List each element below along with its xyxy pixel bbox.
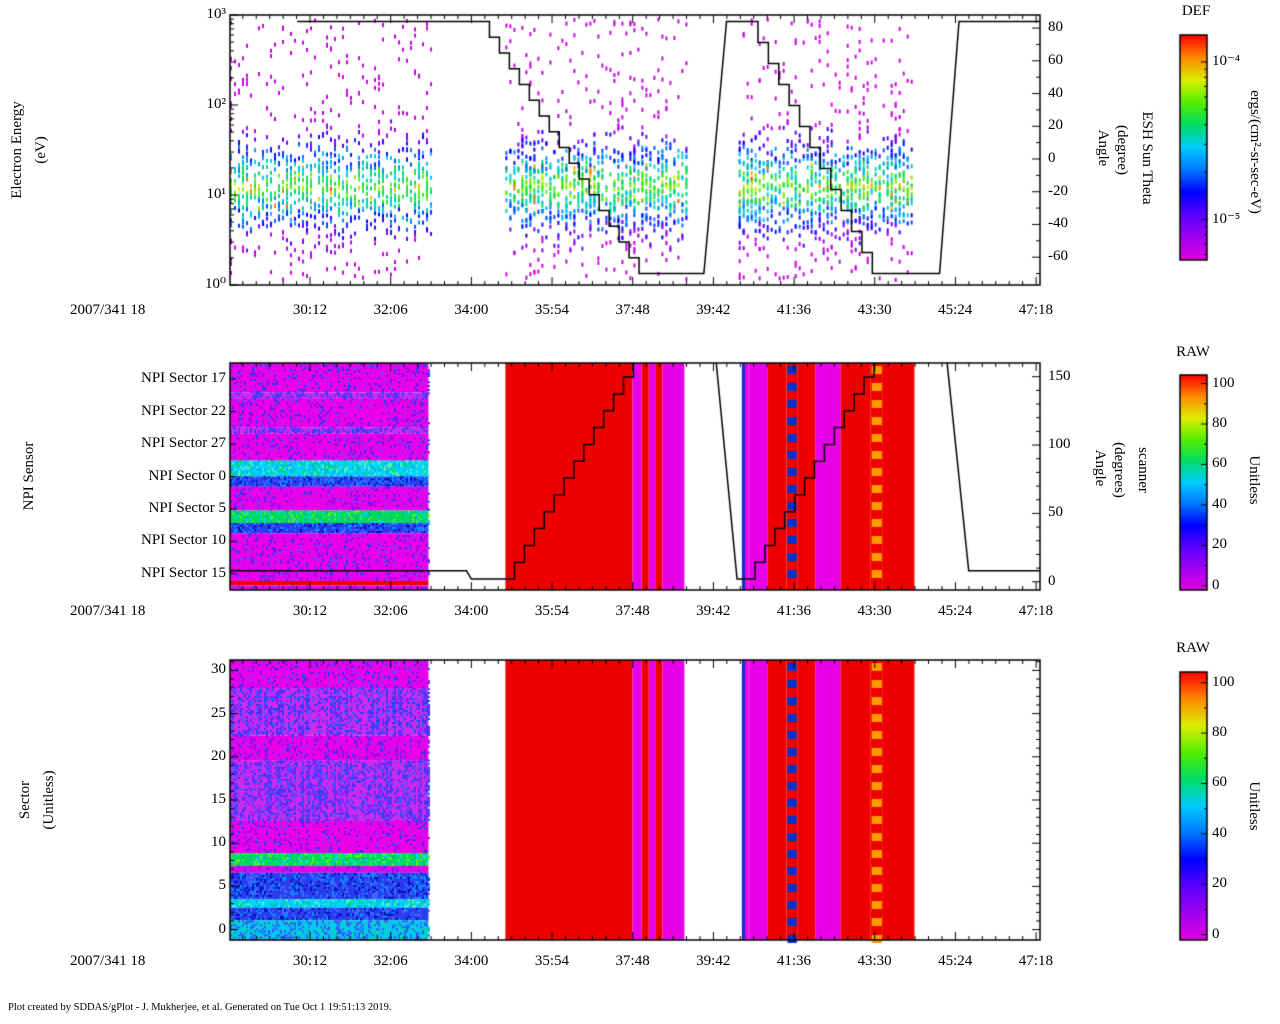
panel1-x-tick-label: 47:18 xyxy=(1018,302,1053,319)
colorbar3-title: RAW xyxy=(1176,640,1210,657)
colorbar1-tick-label: 10⁻⁴ xyxy=(1212,53,1241,70)
panel1-x-tick-label: 35:54 xyxy=(534,302,570,319)
panel1-right-tick-label: 0 xyxy=(1048,150,1056,167)
panel1-x-tick-label: 34:00 xyxy=(454,302,489,319)
panel1-right-tick-label: -60 xyxy=(1048,248,1068,265)
panel3-x-tick-label: 37:48 xyxy=(615,953,650,970)
colorbar2-tick-label: 0 xyxy=(1212,576,1220,593)
panel3-y-tick-label: 10 xyxy=(211,834,226,851)
colorbar2-tick-label: 100 xyxy=(1212,374,1235,391)
panel1-x-tick-label: 30:12 xyxy=(292,302,328,319)
panel1-y-tick-label: 10⁰ xyxy=(204,276,226,293)
panel2-row-label: NPI Sector 10 xyxy=(141,532,226,549)
panel2-x-tick-label: 45:24 xyxy=(938,603,973,620)
colorbar2-units: Unitless xyxy=(1245,455,1262,505)
colorbar3-tick-label: 80 xyxy=(1212,724,1227,741)
panel3-y-tick-label: 20 xyxy=(211,747,226,764)
colorbar2-tick-label: 40 xyxy=(1212,495,1227,512)
panel2-right-tick-label: 150 xyxy=(1048,367,1071,384)
panel2-x-tick-label: 41:36 xyxy=(776,603,812,620)
panel1-x-tick-label: 45:24 xyxy=(938,302,973,319)
colorbar1-title: DEF xyxy=(1181,3,1211,20)
panel1-y-tick-label: 10¹ xyxy=(206,186,227,203)
panel1-right-axis-title-degree: (degree) xyxy=(1113,125,1130,175)
panel3-x-start-label: 2007/341 18 xyxy=(70,953,146,970)
panel1-x-tick-label: 32:06 xyxy=(373,302,408,319)
panel1-y-axis-title-line2: (eV) xyxy=(33,136,50,164)
panel1-y-tick-label: 10³ xyxy=(206,6,227,23)
panel2-x-tick-label: 47:18 xyxy=(1018,603,1053,620)
panel3-x-tick-label: 45:24 xyxy=(938,953,973,970)
panel1-right-axis-title-angle: Angle xyxy=(1094,129,1111,167)
panel3-y-tick-label: 5 xyxy=(218,877,227,894)
panel2-right-tick-label: 0 xyxy=(1048,572,1056,589)
colorbar2-title: RAW xyxy=(1176,344,1210,361)
colorbar3-tick-label: 100 xyxy=(1212,673,1235,690)
panel3-y-tick-label: 30 xyxy=(211,661,226,678)
colorbar3-tick-label: 0 xyxy=(1212,925,1220,942)
panel2-row-label: NPI Sector 17 xyxy=(141,370,226,387)
panel2-x-tick-label: 34:00 xyxy=(454,603,489,620)
panel2-row-label: NPI Sector 27 xyxy=(141,435,226,452)
panel2-right-axis-title-scanner: scanner xyxy=(1134,447,1151,493)
panel3-x-tick-label: 47:18 xyxy=(1018,953,1053,970)
panel2-right-axis-title-angle: Angle xyxy=(1091,449,1108,487)
panel2-x-tick-label: 30:12 xyxy=(292,603,328,620)
panel2-x-tick-label: 39:42 xyxy=(696,603,731,620)
panel1-x-tick-label: 43:30 xyxy=(857,302,892,319)
panel2-x-tick-label: 35:54 xyxy=(534,603,570,620)
panel1-right-tick-label: -40 xyxy=(1048,215,1068,232)
panel1-right-tick-label: 20 xyxy=(1048,117,1063,134)
panel1-right-axis-title-esh-sun-theta: ESH Sun Theta xyxy=(1138,111,1155,205)
panel3-y-tick-label: 25 xyxy=(211,704,226,721)
panel2-row-label: NPI Sector 5 xyxy=(148,500,227,517)
colorbar3-units: Unitless xyxy=(1245,781,1262,831)
panel2-x-start-label: 2007/341 18 xyxy=(70,603,146,620)
panel3-x-tick-label: 35:54 xyxy=(534,953,570,970)
panel2-right-axis-title-degrees: (degrees) xyxy=(1110,442,1127,498)
colorbar2-tick-label: 20 xyxy=(1212,536,1227,553)
panel1-x-start-label: 2007/341 18 xyxy=(70,302,146,319)
colorbar2-tick-label: 80 xyxy=(1212,415,1227,432)
panel2-x-tick-label: 43:30 xyxy=(857,603,892,620)
panel2-x-tick-label: 32:06 xyxy=(373,603,408,620)
panel1-y-tick-label: 10² xyxy=(206,96,227,113)
plot-credit-footer: Plot created by SDDAS/gPlot - J. Mukherj… xyxy=(8,1002,392,1013)
panel1-x-tick-label: 41:36 xyxy=(776,302,812,319)
panel3-y-axis-title-line1: Sector xyxy=(17,780,34,820)
panel1-right-tick-label: 40 xyxy=(1048,84,1063,101)
panel1-x-tick-label: 37:48 xyxy=(615,302,650,319)
colorbar3-tick-label: 60 xyxy=(1212,774,1227,791)
panel3-y-tick-label: 0 xyxy=(218,920,227,937)
panel3-x-tick-label: 39:42 xyxy=(696,953,731,970)
panel1-y-axis-title-line1: Electron Energy xyxy=(9,101,26,199)
panel1-right-tick-label: 80 xyxy=(1048,19,1063,36)
colorbar3-tick-label: 40 xyxy=(1212,824,1227,841)
colorbar1-units: ergs/(cm²-sr-sec-eV) xyxy=(1246,90,1263,214)
panel2-right-tick-label: 100 xyxy=(1048,436,1071,453)
panel2-x-tick-label: 37:48 xyxy=(615,603,650,620)
panel3-x-tick-label: 41:36 xyxy=(776,953,812,970)
panel3-x-tick-label: 34:00 xyxy=(454,953,489,970)
panel3-x-tick-label: 30:12 xyxy=(292,953,328,970)
colorbar2-tick-label: 60 xyxy=(1212,455,1227,472)
colorbar1-tick-label: 10⁻⁵ xyxy=(1212,210,1241,227)
colorbar3-tick-label: 20 xyxy=(1212,875,1227,892)
panel3-y-axis-title-line2: (Unitless) xyxy=(41,770,58,830)
panel1-right-tick-label: -20 xyxy=(1048,182,1068,199)
panel2-row-label: NPI Sector 0 xyxy=(148,467,227,484)
panel2-right-tick-label: 50 xyxy=(1048,504,1063,521)
panel2-y-axis-title: NPI Sensor xyxy=(21,441,38,511)
panel3-x-tick-label: 32:06 xyxy=(373,953,408,970)
panel1-x-tick-label: 39:42 xyxy=(696,302,731,319)
panel2-row-label: NPI Sector 22 xyxy=(141,402,226,419)
panel3-y-tick-label: 15 xyxy=(211,791,226,808)
panel2-row-label: NPI Sector 15 xyxy=(141,564,226,581)
panel1-right-tick-label: 60 xyxy=(1048,51,1063,68)
panel3-x-tick-label: 43:30 xyxy=(857,953,892,970)
